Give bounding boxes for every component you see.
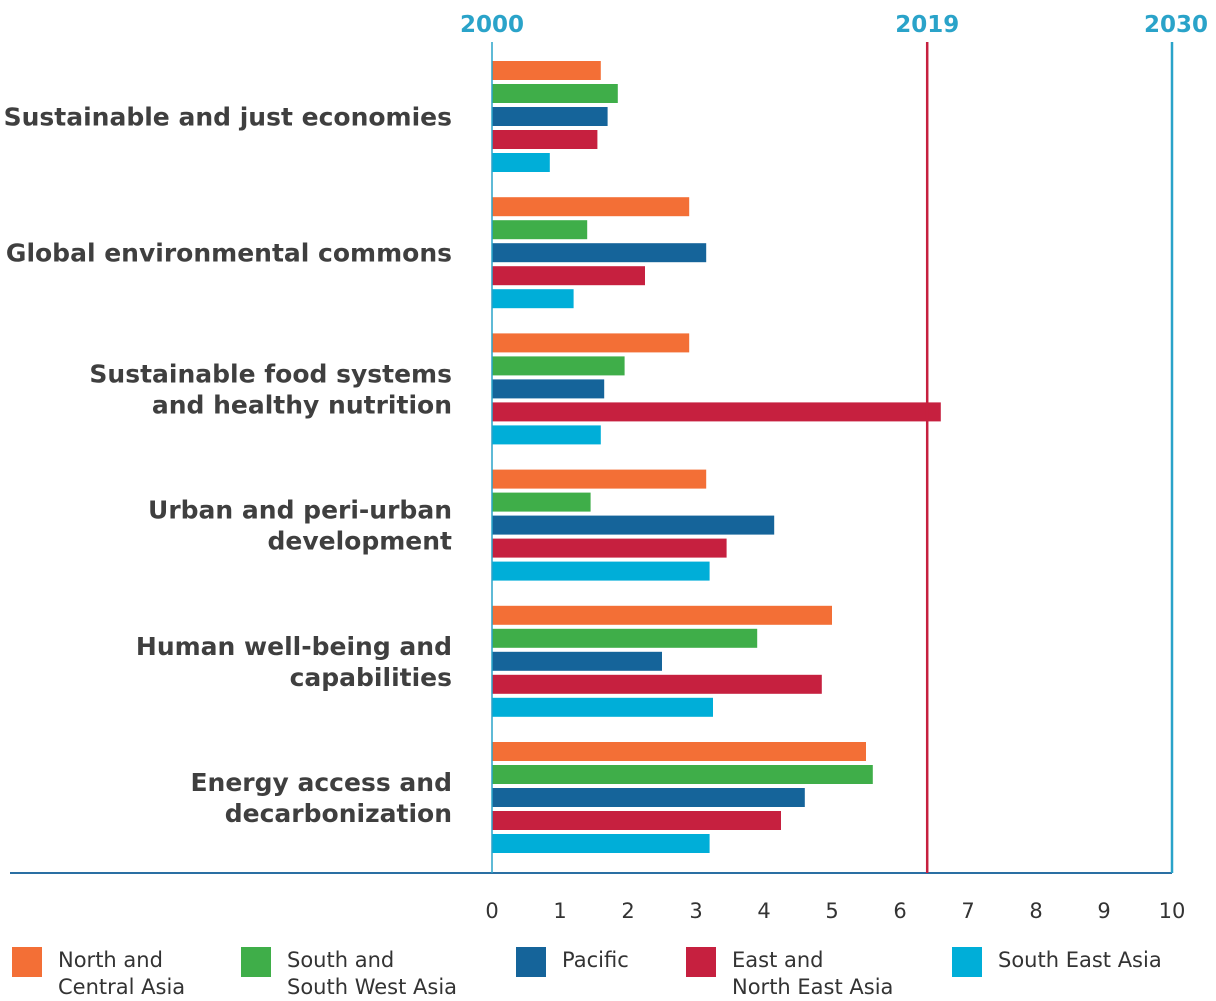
x-tick-label: 1 [553,899,566,923]
legend-label-1: South West Asia [287,975,457,999]
category-label: and healthy nutrition [152,390,452,419]
legend-label-3: East and [732,948,824,972]
bar-series-4-category-5 [492,834,710,853]
bar-series-1-category-2 [492,356,625,376]
legend-label-1: South and [287,948,394,972]
category-label: Energy access and [190,768,452,797]
x-tick-label: 7 [961,899,974,923]
x-tick-label: 10 [1159,899,1186,923]
category-label: development [268,527,453,556]
bar-series-1-category-3 [492,492,591,512]
x-tick-label: 4 [757,899,770,923]
bar-series-4-category-1 [492,289,574,309]
x-tick-label: 5 [825,899,838,923]
legend-label-4: South East Asia [998,948,1162,972]
legend-swatch-1 [241,947,271,977]
bar-series-1-category-4 [492,628,758,648]
bar-series-4-category-3 [492,561,710,581]
bar-series-4-category-2 [492,425,601,445]
marker-label-2030: 2030 [1144,12,1208,38]
bar-series-0-category-0 [492,61,601,80]
x-tick-label: 6 [893,899,906,923]
bar-series-2-category-5 [492,788,805,807]
marker-label-2000: 2000 [460,12,524,38]
bar-series-2-category-3 [492,515,775,535]
bar-series-1-category-5 [492,765,873,784]
bar-series-2-category-4 [492,651,662,671]
x-tick-label: 8 [1029,899,1042,923]
bar-series-4-category-0 [492,153,550,172]
category-label: Urban and peri-urban [148,496,452,525]
x-tick-label: 9 [1097,899,1110,923]
category-label: Sustainable food systems [89,359,452,388]
legend-label-0: North and [58,948,163,972]
bar-series-3-category-2 [492,402,941,422]
bar-series-0-category-5 [492,742,866,761]
legend-swatch-0 [12,947,42,977]
bar-series-3-category-5 [492,811,781,830]
marker-label-2019: 2019 [895,12,959,38]
bar-series-3-category-3 [492,538,727,558]
category-label: Sustainable and just economies [4,103,452,132]
category-label: capabilities [290,663,452,692]
legend-swatch-3 [686,947,716,977]
category-label: decarbonization [225,799,452,828]
legend-label-3: North East Asia [732,975,893,999]
legend-label-2: Pacific [562,948,629,972]
bar-series-0-category-2 [492,333,690,353]
x-tick-label: 2 [621,899,634,923]
bar-series-2-category-1 [492,243,707,263]
legend-label-0: Central Asia [58,975,185,999]
bar-series-1-category-1 [492,220,588,240]
legend-swatch-2 [516,947,546,977]
bar-series-2-category-0 [492,107,608,126]
bar-series-3-category-1 [492,266,645,286]
category-label: Human well-being and [136,632,452,661]
x-tick-label: 3 [689,899,702,923]
bar-series-0-category-4 [492,605,832,625]
category-label: Global environmental commons [6,239,452,268]
bar-series-4-category-4 [492,697,713,717]
bar-series-3-category-4 [492,674,822,694]
bar-series-2-category-2 [492,379,605,399]
bar-series-0-category-1 [492,197,690,217]
bar-series-3-category-0 [492,130,598,149]
bar-series-1-category-0 [492,84,618,103]
bar-series-0-category-3 [492,469,707,489]
x-tick-label: 0 [485,899,498,923]
legend-swatch-4 [952,947,982,977]
